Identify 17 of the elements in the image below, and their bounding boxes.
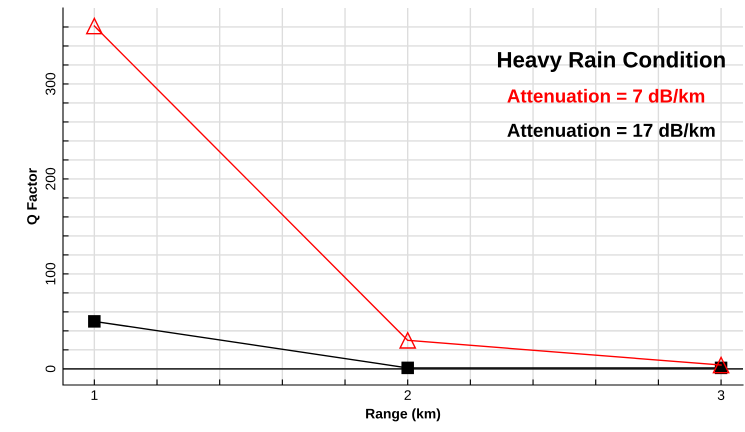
y-tick-label: 200: [46, 168, 56, 190]
point: [399, 332, 416, 349]
point: [88, 315, 101, 328]
y-tick-label: 0: [46, 366, 56, 372]
x-tick-label: 2: [404, 390, 411, 400]
y-tick-label: 300: [46, 72, 56, 96]
x-tick-label: 3: [718, 390, 724, 400]
point: [401, 362, 414, 374]
y-tick-label: 100: [46, 262, 56, 284]
x-axis-title: Range (km): [366, 408, 440, 422]
point: [712, 356, 730, 374]
text: Attenuation = 7 dB/km: [507, 88, 704, 103]
legend-title: Heavy Rain Condition: [498, 51, 725, 72]
y-axis-title: Q Factor: [27, 168, 40, 224]
x-tick-label: 1: [92, 390, 98, 400]
text: Attenuation = 17 dB/km: [507, 123, 715, 138]
point: [86, 18, 103, 34]
